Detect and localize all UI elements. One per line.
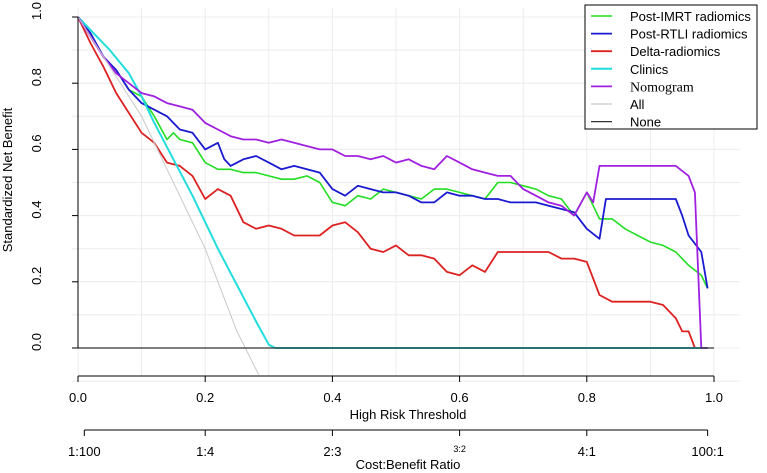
- secondary-tick-label: 3:2: [453, 444, 466, 454]
- secondary-tick-label: 100:1: [691, 444, 724, 459]
- legend-label: Clinics: [630, 62, 669, 77]
- secondary-axis-title: Cost:Benefit Ratio: [356, 457, 461, 472]
- x-tick-label: 0.4: [323, 390, 341, 405]
- series-lines: [77, 16, 714, 375]
- cost-benefit-axis: 1:100 1:4 2:3 3:2 4:1 100:1: [68, 429, 724, 459]
- y-tick-label: 1.0: [29, 2, 44, 20]
- legend-label: Nomogram: [630, 80, 694, 95]
- x-tick-label: 1.0: [705, 390, 723, 405]
- y-tick-label: 0.8: [29, 68, 44, 86]
- secondary-tick-label: 2:3: [323, 444, 341, 459]
- legend: Post-IMRT radiomics Post-RTLI radiomics De…: [584, 4, 758, 130]
- y-tick-label: 0.2: [29, 267, 44, 285]
- secondary-tick-label: 1:100: [68, 444, 101, 459]
- series-line-all: [77, 16, 260, 375]
- secondary-tick-label: 1:4: [196, 444, 214, 459]
- x-tick-label: 0.8: [578, 390, 596, 405]
- x-tick-label: 0.6: [451, 390, 469, 405]
- legend-label: Post-IMRT radiomics: [630, 9, 751, 24]
- legend-label: Post-RTLI radiomics: [630, 27, 748, 42]
- series-line-nomogram: [77, 16, 708, 349]
- y-axis-title: Standardized Net Benefit: [0, 107, 15, 252]
- x-tick-label: 0.0: [69, 390, 87, 405]
- series-line-delta-radiomics: [77, 16, 696, 349]
- legend-label: None: [630, 115, 661, 130]
- legend-label: All: [630, 97, 645, 112]
- x-axis-title: High Risk Threshold: [350, 407, 467, 422]
- legend-box: [584, 4, 758, 130]
- x-tick-label: 0.2: [196, 390, 214, 405]
- y-tick-label: 0.0: [29, 333, 44, 351]
- y-tick-label: 0.4: [29, 201, 44, 219]
- secondary-tick-label: 4:1: [578, 444, 596, 459]
- axes: 0.0 0.2 0.4 0.6 0.8 1.0 0.0 0.2 0.4 0.6 0.8 1.0: [29, 2, 723, 405]
- series-line-post-rtli-radiomics: [77, 16, 709, 289]
- legend-label: Delta-radiomics: [630, 44, 721, 59]
- y-tick-label: 0.6: [29, 134, 44, 152]
